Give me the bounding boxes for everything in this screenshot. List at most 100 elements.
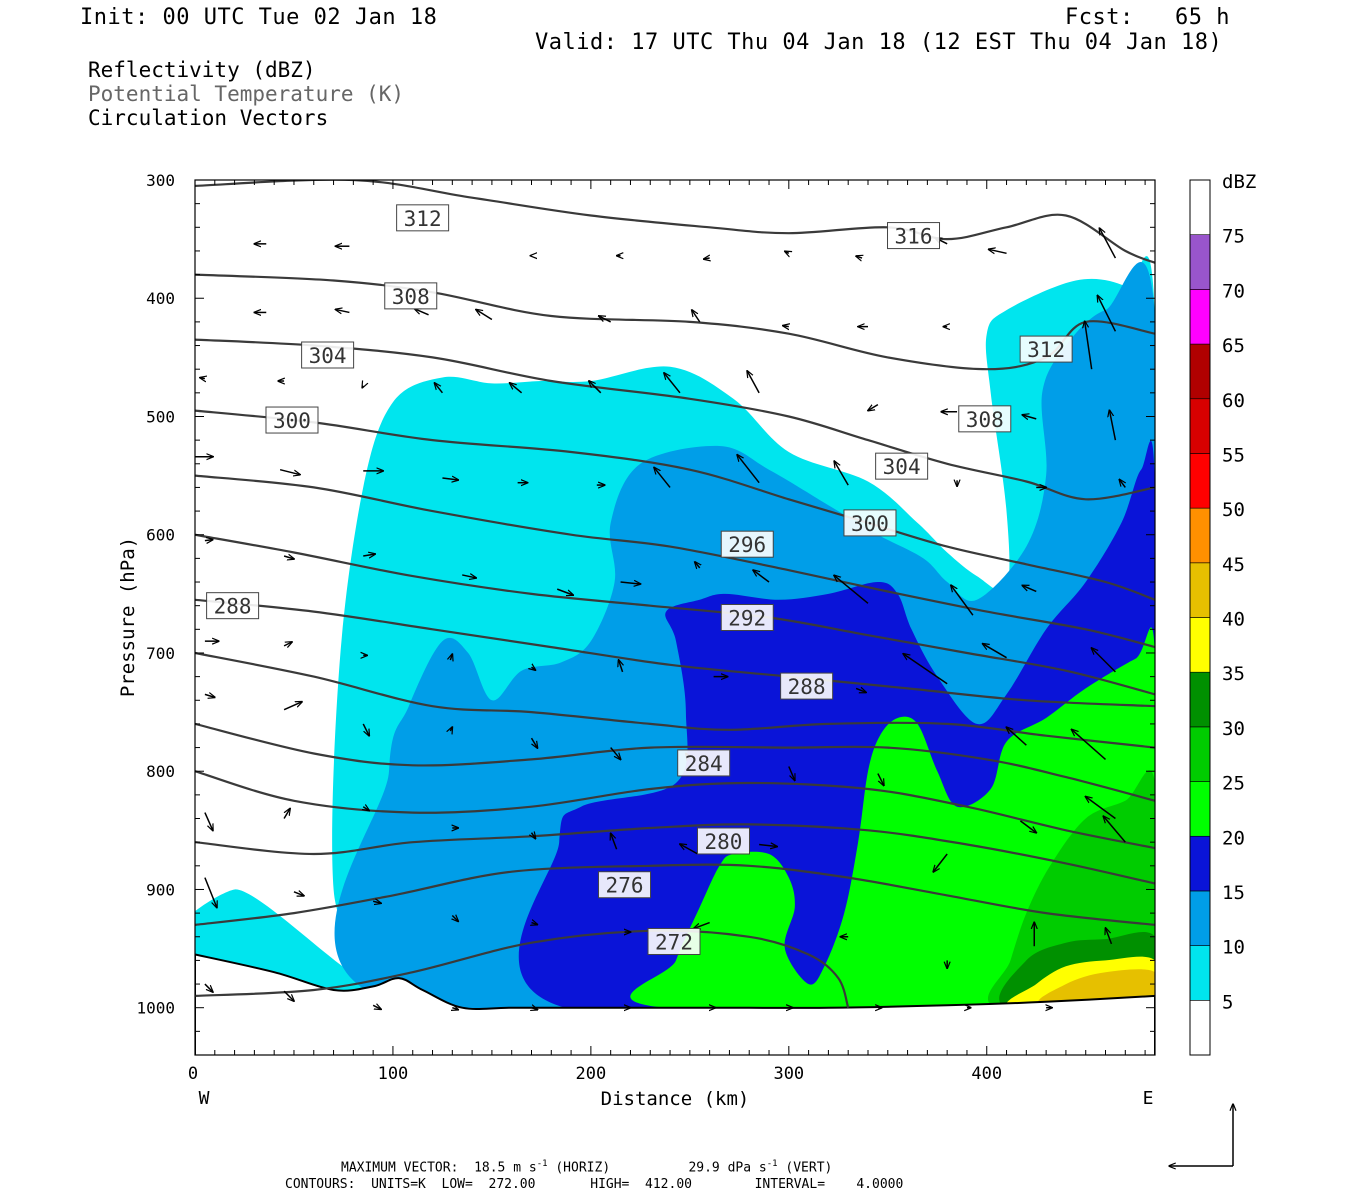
colorbar-label: 30: [1222, 718, 1245, 740]
svg-text:304: 304: [309, 344, 347, 368]
theta-contour-320: [195, 180, 1155, 264]
circulation-vector: [753, 570, 770, 583]
circulation-vector: [204, 877, 217, 908]
circulation-vector: [204, 694, 215, 697]
var-vectors: Circulation Vectors: [88, 106, 329, 130]
contour-labels: 312 316 308 304 300 312 308 304 300 296 288 292 288 2…: [206, 204, 1073, 955]
x-tick-label: 200: [576, 1064, 607, 1084]
circulation-vector: [200, 378, 205, 379]
circulation-vector: [530, 737, 537, 748]
y-tick-label: 700: [146, 644, 175, 663]
circulation-vector: [695, 562, 700, 568]
contour-info: CONTOURS: UNITS=K LOW= 272.00 HIGH= 412.…: [285, 1177, 904, 1192]
circulation-vector: [293, 892, 304, 896]
circulation-vector: [834, 575, 869, 604]
y-tick-label: 800: [146, 762, 175, 781]
svg-text:292: 292: [728, 607, 766, 631]
circulation-vector: [283, 702, 302, 711]
circulation-vector: [694, 921, 710, 929]
colorbar-label: 55: [1222, 444, 1245, 466]
circulation-vector: [1109, 410, 1117, 441]
max-horiz-value: 18.5 m s: [474, 1160, 537, 1176]
circulation-vector: [1091, 648, 1116, 673]
circulation-vector: [785, 251, 789, 253]
circulation-vector: [279, 468, 300, 475]
contour-label: 304: [301, 341, 355, 369]
contour-label: 312: [396, 204, 450, 232]
init-time: Init: 00 UTC Tue 02 Jan 18: [80, 5, 438, 30]
circulation-vector: [619, 660, 623, 673]
contour-label: 312: [1019, 335, 1073, 363]
colorbar-label: 40: [1222, 609, 1245, 631]
contour-label: 308: [384, 282, 438, 310]
circulation-vector: [450, 654, 452, 660]
circulation-vector: [1072, 729, 1107, 760]
svg-text:300: 300: [273, 409, 311, 433]
colorbar-swatch: [1189, 835, 1211, 892]
colorbar: 5 10 15 20 25 30 35 40 45 50 55 60 65 70 75 dBZ: [1189, 171, 1256, 1056]
circulation-vector: [283, 990, 294, 1001]
colorbar-swatch: [1189, 1000, 1211, 1056]
circulation-vector: [556, 588, 573, 595]
circulation-vector: [933, 853, 948, 872]
y-axis-label: Pressure (hPa): [117, 537, 139, 697]
svg-text:300: 300: [851, 512, 889, 536]
contour-label: 292: [720, 604, 774, 631]
circulation-vector: [531, 1008, 537, 1010]
colorbar-swatch: [1189, 289, 1211, 345]
vert-tag: (VERT): [785, 1160, 833, 1176]
circulation-vector: [362, 386, 363, 388]
circulation-vector: [680, 844, 699, 855]
svg-text:296: 296: [728, 533, 766, 557]
circulation-vector: [692, 310, 701, 323]
circulation-vector: [476, 310, 493, 321]
circulation-vector: [442, 478, 458, 480]
colorbar-label: 75: [1222, 226, 1245, 248]
x-tick-label: 100: [378, 1064, 409, 1084]
circulation-vector: [372, 901, 381, 903]
theta-contour-276: [195, 863, 1155, 926]
valid-time: Valid: 17 UTC Thu 04 Jan 18 (12 EST Thu …: [535, 30, 1223, 55]
svg-text:284: 284: [685, 752, 723, 776]
colorbar-label: 65: [1222, 335, 1245, 357]
circulation-vector: [452, 1008, 458, 1010]
circulation-vector: [983, 644, 1007, 659]
colorbar-label: 50: [1222, 499, 1245, 521]
circulation-vector: [589, 381, 602, 394]
circulation-vector: [204, 540, 213, 541]
theta-contours: [195, 180, 1155, 1009]
svg-text:308: 308: [966, 408, 1004, 432]
colorbar-swatch: [1189, 398, 1211, 454]
theta-contour-292: [195, 651, 1155, 749]
theta-contour-288: [195, 722, 1155, 802]
circulation-vector: [1006, 727, 1027, 746]
circulation-vector: [1085, 321, 1093, 370]
colorbar-label: 45: [1222, 554, 1245, 576]
circulation-vector: [1019, 820, 1036, 833]
y-tick-label: 500: [146, 407, 175, 426]
max-vector-line: MAXIMUM VECTOR: 18.5 m s-1 (HORIZ) 29.9 …: [341, 1159, 832, 1175]
circulation-vector: [855, 688, 866, 692]
colorbar-frame: [1189, 179, 1211, 1056]
forecast-hour: Fcst: 65 h: [1065, 5, 1230, 30]
contour-label: 280: [696, 827, 750, 855]
contour-label: 296: [720, 530, 774, 558]
colorbar-swatch: [1189, 781, 1211, 837]
svg-text:280: 280: [705, 830, 743, 854]
y-tick-label: 1000: [136, 999, 175, 1018]
svg-text:312: 312: [404, 207, 442, 231]
colorbar-swatch: [1189, 726, 1211, 782]
circulation-vector: [363, 807, 369, 811]
colorbar-label: 5: [1222, 991, 1233, 1013]
circulation-vector: [611, 833, 618, 850]
circulation-vector: [664, 373, 681, 394]
colorbar-swatch: [1189, 562, 1211, 618]
max-vert-value: 29.9 dPa s: [688, 1160, 767, 1176]
y-tick-label: 900: [146, 880, 175, 899]
colorbar-swatch: [1189, 453, 1211, 509]
contour-label: 304: [875, 452, 929, 480]
vert-exponent: -1: [766, 1159, 778, 1169]
colorbar-swatch: [1189, 343, 1211, 400]
colorbar-label: 70: [1222, 280, 1245, 302]
horiz-tag: (HORIZ): [555, 1160, 611, 1176]
